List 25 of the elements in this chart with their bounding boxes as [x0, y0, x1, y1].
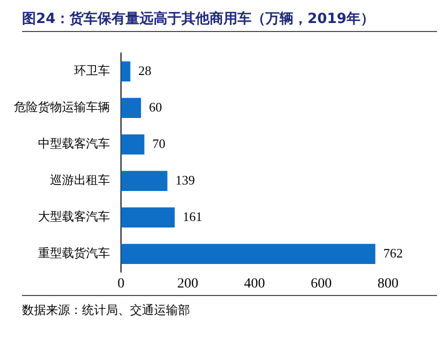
x-tick-label: 0	[118, 276, 124, 292]
y-tick-label: 大型载客汽车	[38, 210, 110, 224]
data-label: 762	[383, 245, 403, 260]
x-tick-label: 600	[310, 276, 332, 292]
chart-title: 图24：货车保有量远高于其他商用车（万辆，2019年）	[22, 10, 437, 32]
data-label: 70	[152, 136, 166, 151]
data-label: 28	[138, 62, 152, 78]
bar	[121, 61, 130, 82]
y-tick-label: 重型载货汽车	[38, 246, 110, 260]
bar	[121, 98, 142, 118]
x-tick-label: 400	[244, 276, 265, 292]
bar	[121, 134, 144, 154]
data-label: 161	[182, 208, 202, 224]
bar	[121, 244, 376, 264]
data-label: 139	[175, 172, 195, 188]
x-tick-label: 800	[378, 276, 398, 292]
x-tick-label: 200	[177, 276, 198, 292]
y-tick-label: 环卫车	[74, 64, 110, 78]
bar	[121, 170, 168, 191]
y-tick-label: 危险货物运输车辆	[14, 100, 110, 114]
bar	[121, 207, 175, 228]
data-label: 60	[149, 99, 162, 114]
y-tick-label: 巡游出租车	[50, 173, 110, 188]
source-note: 数据来源：统计局、交通运输部	[22, 302, 191, 319]
y-tick-label: 中型载客汽车	[38, 136, 110, 151]
